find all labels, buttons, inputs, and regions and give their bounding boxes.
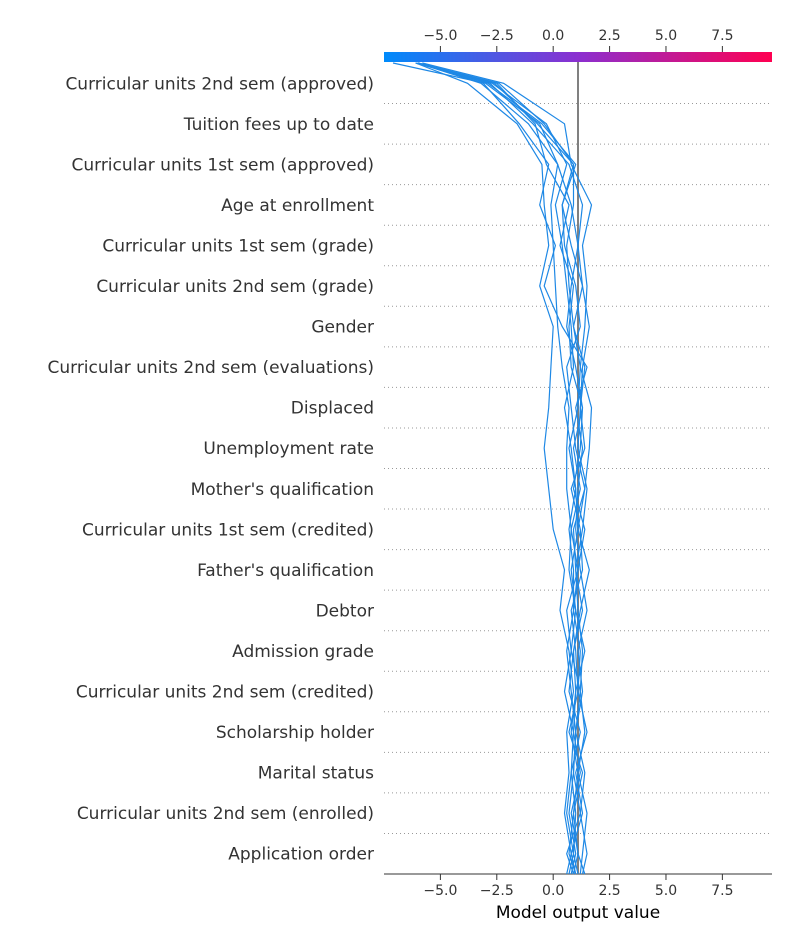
feature-label: Curricular units 2nd sem (credited): [76, 683, 374, 703]
top-tick-label: 7.5: [711, 28, 733, 44]
decision-line-9: [417, 62, 577, 875]
feature-label: Tuition fees up to date: [183, 115, 374, 135]
decision-lines: [392, 62, 593, 875]
feature-label: Gender: [311, 318, 374, 338]
x-tick-label: −2.5: [480, 883, 514, 899]
x-axis-title: Model output value: [496, 903, 660, 923]
feature-label: Curricular units 2nd sem (enrolled): [77, 804, 374, 824]
x-tick-label: 0.0: [542, 883, 564, 899]
row-gridlines: [384, 103, 772, 834]
feature-label: Displaced: [291, 399, 374, 419]
feature-label: Mother's qualification: [191, 480, 374, 500]
feature-label: Admission grade: [232, 642, 374, 662]
decision-line-3: [417, 62, 586, 875]
feature-label: Marital status: [258, 764, 374, 784]
feature-label: Curricular units 1st sem (approved): [71, 155, 374, 175]
decision-line-4: [417, 62, 586, 875]
feature-label: Unemployment rate: [203, 439, 374, 459]
feature-label: Curricular units 2nd sem (approved): [65, 74, 374, 94]
decision-line-8: [415, 62, 575, 875]
feature-label: Scholarship holder: [216, 723, 374, 743]
top-tick-label: −5.0: [423, 28, 457, 44]
feature-label: Curricular units 1st sem (credited): [82, 520, 374, 540]
top-tick-label: 0.0: [542, 28, 564, 44]
x-tick-label: 5.0: [655, 883, 677, 899]
feature-label: Curricular units 2nd sem (evaluations): [47, 358, 374, 378]
feature-label: Age at enrollment: [221, 196, 374, 216]
decision-line-10: [417, 62, 581, 875]
x-tick-label: 2.5: [598, 883, 620, 899]
bottom-axis: −5.0 −2.5 0.0 2.5 5.0 7.5: [384, 873, 772, 899]
x-tick-label: −5.0: [423, 883, 457, 899]
decision-line-6: [417, 62, 588, 875]
feature-label: Father's qualification: [197, 561, 374, 581]
top-tick-label: 2.5: [598, 28, 620, 44]
top-tick-label: −2.5: [480, 28, 514, 44]
feature-labels: Curricular units 2nd sem (approved) Tuiti…: [47, 74, 374, 864]
feature-label: Curricular units 1st sem (grade): [102, 236, 374, 256]
feature-label: Curricular units 2nd sem (grade): [96, 277, 374, 297]
colorbar: [384, 52, 772, 62]
x-tick-label: 7.5: [711, 883, 733, 899]
top-tick-label: 5.0: [655, 28, 677, 44]
top-axis: −5.0 −2.5 0.0 2.5 5.0 7.5: [423, 28, 734, 52]
feature-label: Debtor: [316, 601, 374, 621]
decision-line-11: [392, 62, 590, 875]
feature-label: Application order: [228, 845, 374, 865]
